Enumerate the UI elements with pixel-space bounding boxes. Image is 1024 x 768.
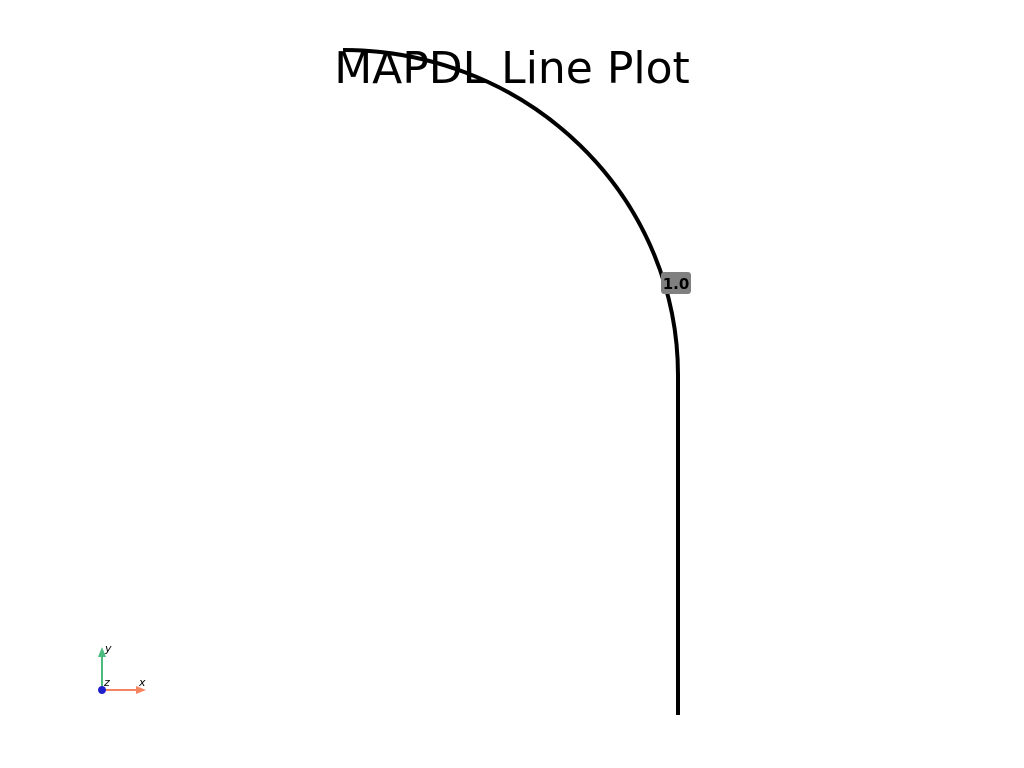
line-arc xyxy=(343,50,678,375)
line-label-text: 1.0 xyxy=(663,275,690,293)
z-axis-label: z xyxy=(103,676,110,689)
plot-title: MAPDL Line Plot xyxy=(334,43,690,94)
y-axis-label: y xyxy=(104,642,112,655)
line-plot xyxy=(343,50,678,715)
x-axis-label: x xyxy=(138,676,146,689)
line-label: 1.0 xyxy=(661,272,691,294)
orientation-axes-widget[interactable]: y z x xyxy=(98,642,146,694)
